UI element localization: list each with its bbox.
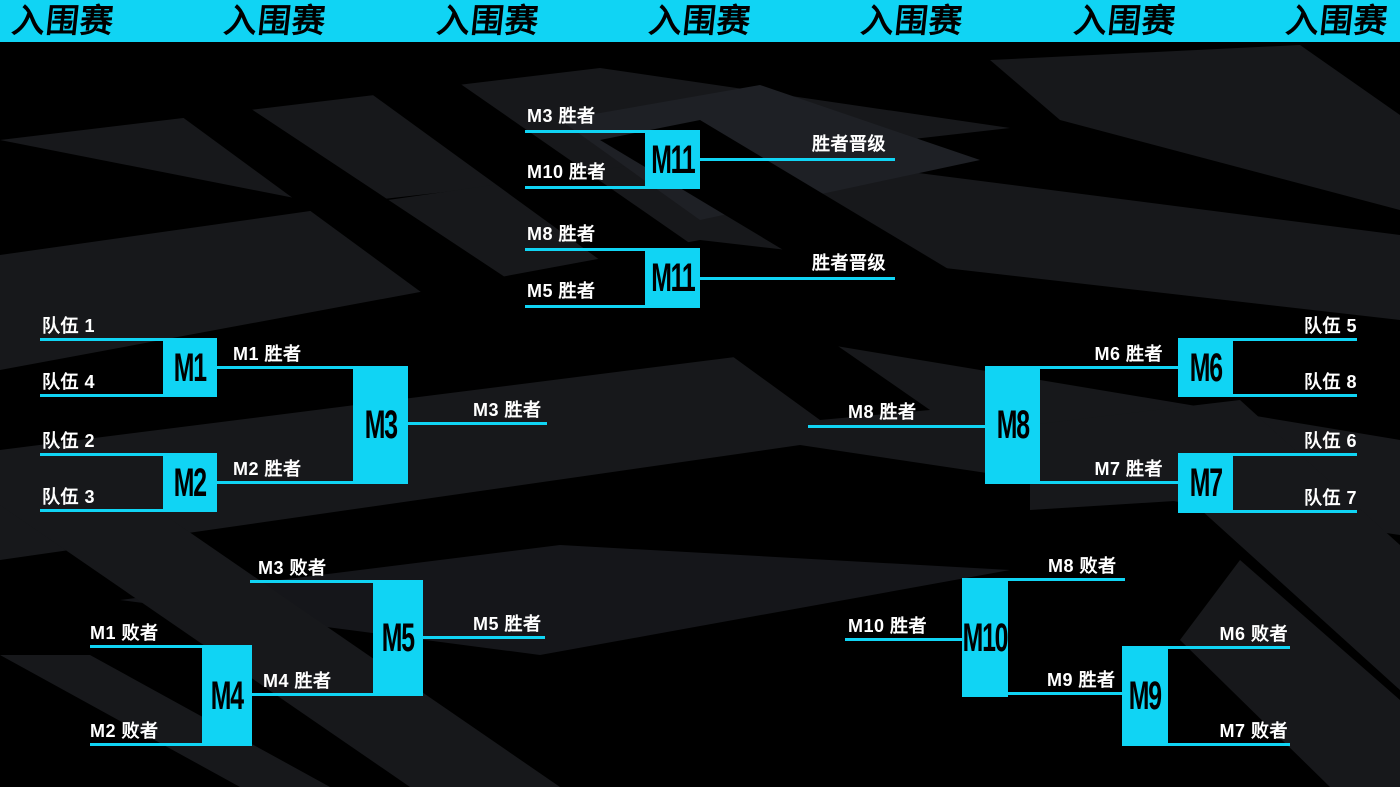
banner-item: 入围赛 xyxy=(859,2,966,39)
connector-line xyxy=(700,158,895,161)
match-box-m6[interactable]: M6 xyxy=(1178,338,1233,397)
match-box-m4[interactable]: M4 xyxy=(202,645,252,746)
connector-line xyxy=(217,481,353,484)
match-label: M9 xyxy=(1129,674,1162,718)
match-box-m9[interactable]: M9 xyxy=(1122,646,1168,746)
match-label: M6 xyxy=(1189,345,1223,390)
match-box-m1[interactable]: M1 xyxy=(163,338,217,397)
slot-label-team5: 队伍 5 xyxy=(1303,316,1357,336)
match-label: M5 xyxy=(382,616,415,660)
match-label: M4 xyxy=(211,673,244,718)
connector-line xyxy=(808,425,985,428)
slot-label-team3: 队伍 3 xyxy=(42,487,96,507)
slot-label-m10-winner-out: M10 胜者 xyxy=(848,616,928,636)
slot-label-m6-winner: M6 胜者 xyxy=(1094,344,1163,364)
match-label: M8 xyxy=(996,403,1030,447)
match-box-m11b[interactable]: M11 xyxy=(645,248,700,308)
slot-label-m1-winner: M1 胜者 xyxy=(233,344,302,364)
advance-label-final2: 胜者晋级 xyxy=(812,253,886,273)
banner-item: 入围赛 xyxy=(10,2,116,39)
match-box-m10[interactable]: M10 xyxy=(962,578,1008,697)
connector-line xyxy=(90,743,202,746)
slot-label-m8-winner-final2: M8 胜者 xyxy=(527,224,596,244)
advance-label-final1: 胜者晋级 xyxy=(812,134,886,154)
connector-line xyxy=(525,186,648,189)
connector-line xyxy=(525,130,648,133)
slot-label-m7-loser: M7 败者 xyxy=(1219,721,1288,741)
slot-label-team4: 队伍 4 xyxy=(42,372,96,392)
connector-line xyxy=(250,580,373,583)
match-box-m2[interactable]: M2 xyxy=(163,453,217,512)
connector-line xyxy=(423,636,545,639)
connector-line xyxy=(1008,578,1125,581)
slot-label-m6-loser: M6 败者 xyxy=(1219,624,1288,644)
match-label: M7 xyxy=(1189,461,1223,505)
match-box-m7[interactable]: M7 xyxy=(1178,453,1233,513)
banner-item: 入围赛 xyxy=(1071,2,1178,39)
connector-line xyxy=(40,338,163,341)
slot-label-m2-loser: M2 败者 xyxy=(90,721,159,741)
connector-line xyxy=(1168,646,1290,649)
banner-item: 入围赛 xyxy=(434,2,541,39)
match-label: M11 xyxy=(650,137,695,182)
slot-label-m4-winner: M4 胜者 xyxy=(263,671,332,691)
connector-line xyxy=(1233,338,1357,341)
connector-line xyxy=(408,422,547,425)
connector-line xyxy=(700,277,895,280)
banner-item: 入围赛 xyxy=(222,2,329,39)
slot-label-m7-winner: M7 胜者 xyxy=(1094,459,1163,479)
connector-line xyxy=(40,394,163,397)
connector-line xyxy=(525,305,648,308)
connector-line xyxy=(1040,366,1178,369)
match-box-m3[interactable]: M3 xyxy=(353,366,408,484)
match-label: M10 xyxy=(962,615,1009,660)
slot-label-m9-winner: M9 胜者 xyxy=(1047,670,1116,690)
slot-label-m8-winner-out: M8 胜者 xyxy=(848,402,917,422)
slot-label-m5-winner-final2: M5 胜者 xyxy=(527,281,596,301)
slot-label-team1: 队伍 1 xyxy=(42,316,96,336)
connector-line xyxy=(1233,453,1357,456)
connector-line xyxy=(1008,692,1122,695)
connector-line xyxy=(252,693,373,696)
slot-label-m10-winner-final1: M10 胜者 xyxy=(527,162,607,182)
slot-label-m2-winner: M2 胜者 xyxy=(233,459,302,479)
banner-item: 入围赛 xyxy=(1284,2,1390,39)
banner-item: 入围赛 xyxy=(647,2,753,39)
slot-label-m1-loser: M1 败者 xyxy=(90,623,159,643)
slot-label-m3-winner-final1: M3 胜者 xyxy=(527,106,596,126)
connector-line xyxy=(90,645,202,648)
slot-label-m3-loser: M3 败者 xyxy=(258,558,327,578)
slot-label-m5-winner-out: M5 胜者 xyxy=(473,614,542,634)
match-label: M2 xyxy=(174,460,207,505)
slot-label-team2: 队伍 2 xyxy=(42,431,96,451)
match-label: M11 xyxy=(650,256,695,300)
slot-label-m8-loser: M8 败者 xyxy=(1048,556,1117,576)
match-label: M1 xyxy=(174,345,207,390)
match-box-m5[interactable]: M5 xyxy=(373,580,423,696)
slot-label-team8: 队伍 8 xyxy=(1303,372,1357,392)
connector-line xyxy=(40,453,163,456)
slot-label-team7: 队伍 7 xyxy=(1303,488,1357,508)
connector-line xyxy=(40,509,163,512)
connector-line xyxy=(1040,481,1178,484)
match-box-m11a[interactable]: M11 xyxy=(645,130,700,189)
match-label: M3 xyxy=(364,403,398,447)
connector-line xyxy=(1168,743,1290,746)
connector-line xyxy=(1233,510,1357,513)
slot-label-m3-winner-out: M3 胜者 xyxy=(473,400,542,420)
connector-line xyxy=(525,248,648,251)
connector-line xyxy=(217,366,353,369)
match-box-m8[interactable]: M8 xyxy=(985,366,1040,484)
slot-label-team6: 队伍 6 xyxy=(1303,431,1357,451)
top-banner: 入围赛 入围赛 入围赛 入围赛 入围赛 入围赛 入围赛 xyxy=(0,0,1400,42)
connector-line xyxy=(1233,394,1357,397)
connector-line xyxy=(845,638,962,641)
